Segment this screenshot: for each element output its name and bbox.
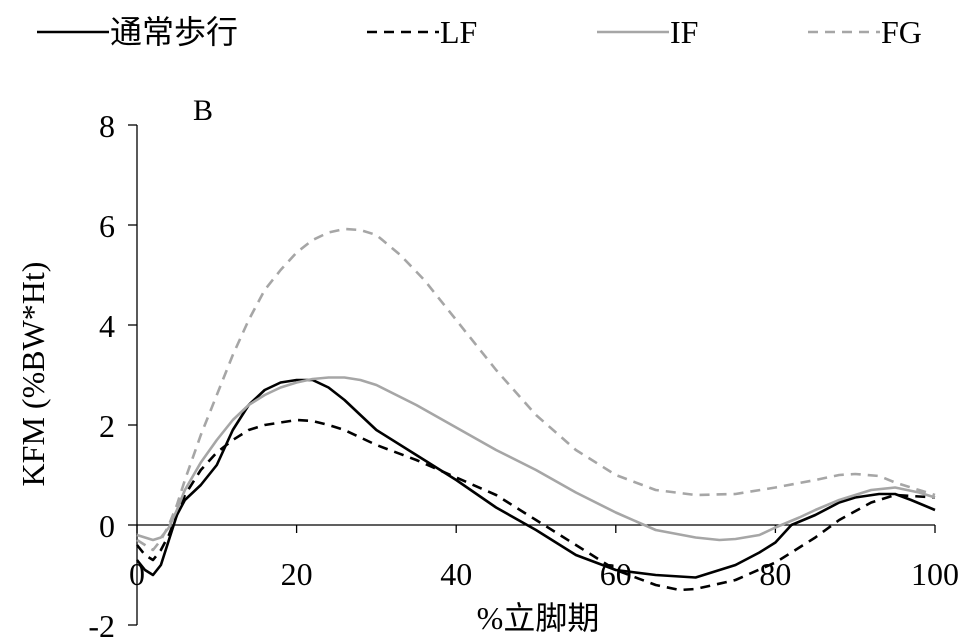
x-tick-label: 20 [281, 556, 313, 592]
panel-label: B [193, 94, 213, 127]
x-tick-label: 80 [759, 556, 791, 592]
legend: 通常歩行 LF IF FG [37, 14, 922, 50]
x-tick-label: 100 [911, 556, 959, 592]
legend-item-3: IF [597, 14, 698, 50]
y-tick-label: 0 [99, 508, 115, 544]
series-line-2 [135, 418, 936, 592]
legend-item-2: LF [367, 14, 477, 50]
y-tick-label: 8 [99, 108, 115, 144]
series-line-1 [135, 378, 936, 579]
legend-label: FG [881, 14, 922, 50]
series-layer [135, 227, 936, 592]
legend-label: IF [670, 14, 698, 50]
y-tick-label: 6 [99, 208, 115, 244]
y-axis-title: KFM (%BW*Ht) [15, 262, 51, 487]
legend-item-4: FG [808, 14, 922, 50]
y-tick-label: 4 [99, 308, 115, 344]
x-tick-label: 40 [440, 556, 472, 592]
legend-label: LF [440, 14, 477, 50]
x-axis-title: %立脚期 [477, 600, 600, 636]
legend-item-1: 通常歩行 [37, 14, 238, 50]
y-tick-label: 2 [99, 408, 115, 444]
series-line-3 [136, 376, 936, 542]
legend-label: 通常歩行 [110, 14, 238, 50]
y-tick-label: -2 [88, 608, 115, 639]
series-line-4 [136, 227, 936, 552]
